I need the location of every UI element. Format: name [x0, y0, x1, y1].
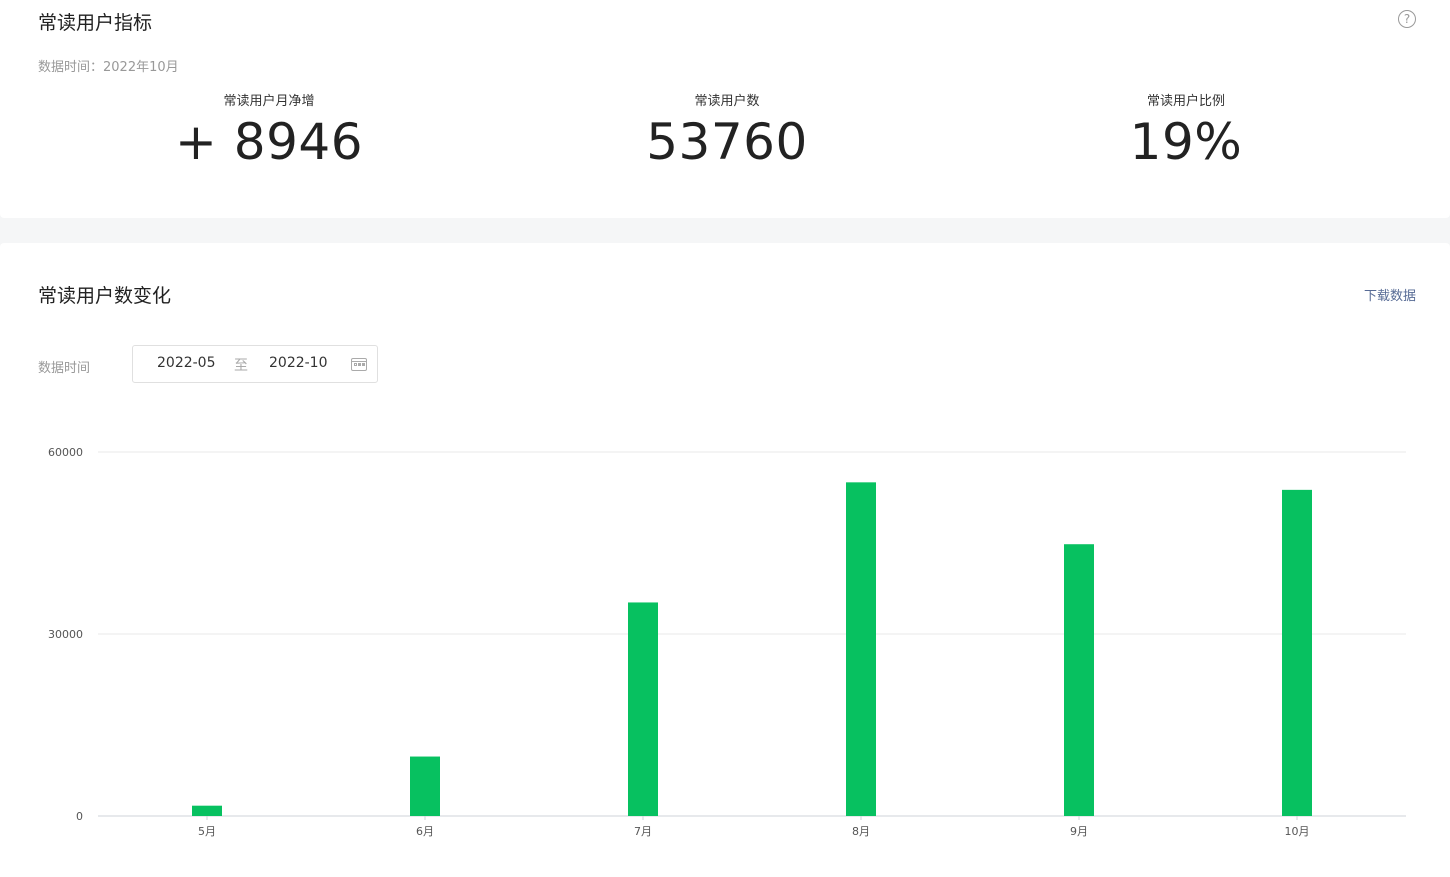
calendar-icon[interactable]	[351, 358, 367, 371]
x-tick-label: 10月	[1285, 825, 1310, 838]
bar-chart: 0 30000 60000 5月 6月 7月 8月 9月 10月	[48, 446, 1406, 838]
bar[interactable]	[410, 756, 440, 816]
x-tick-label: 5月	[198, 825, 216, 838]
filter-label: 数据时间	[38, 361, 91, 376]
metric-value: 19%	[1129, 113, 1243, 171]
data-time-label: 数据时间：	[38, 60, 104, 75]
x-tick-label: 8月	[852, 825, 870, 838]
metric-value: + 8946	[174, 113, 364, 171]
chart-card: 常读用户数变化 下载数据 数据时间 2022-05 至 2022-10 0 300…	[0, 243, 1450, 877]
bar[interactable]	[628, 602, 658, 816]
metrics-data-time: 数据时间：2022年10月	[38, 56, 179, 75]
date-range-end[interactable]: 2022-10	[269, 355, 328, 371]
date-range-picker[interactable]: 2022-05 至 2022-10	[132, 345, 378, 383]
data-time-value: 2022年10月	[103, 60, 179, 75]
bar[interactable]	[1282, 489, 1312, 816]
download-data-link[interactable]: 下载数据	[1363, 289, 1416, 304]
bar[interactable]	[846, 482, 876, 816]
metric-net-growth: 常读用户月净增 + 8946	[69, 92, 469, 172]
bar[interactable]	[192, 805, 222, 816]
question-circle-icon[interactable]: ?	[1398, 10, 1416, 28]
date-range-start[interactable]: 2022-05	[157, 355, 216, 371]
y-tick-label: 60000	[48, 446, 83, 459]
y-tick-label: 0	[76, 810, 83, 823]
x-tick-label: 9月	[1070, 825, 1088, 838]
metric-value: 53760	[646, 113, 808, 171]
x-tick-label: 7月	[634, 825, 652, 838]
chart-section-title: 常读用户数变化	[38, 285, 172, 307]
metrics-card: 常读用户指标 ? 数据时间：2022年10月 常读用户月净增 + 8946 常读…	[0, 0, 1450, 218]
metric-label: 常读用户数	[694, 94, 760, 109]
y-tick-label: 30000	[48, 628, 83, 641]
metric-user-count: 常读用户数 53760	[527, 92, 927, 172]
metric-label: 常读用户比例	[1146, 94, 1225, 109]
x-tick-label: 6月	[416, 825, 434, 838]
metric-label: 常读用户月净增	[223, 94, 315, 109]
bar[interactable]	[1064, 544, 1094, 816]
date-range-separator: 至	[234, 358, 248, 374]
metrics-title: 常读用户指标	[38, 12, 153, 34]
metric-user-ratio: 常读用户比例 19%	[986, 92, 1386, 172]
